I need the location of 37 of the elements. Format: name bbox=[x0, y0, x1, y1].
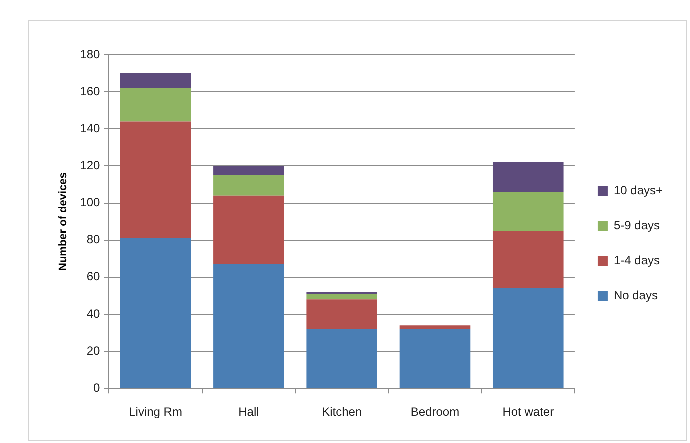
y-tick-label: 0 bbox=[94, 380, 101, 395]
bar bbox=[492, 288, 564, 388]
legend-label: No days bbox=[614, 288, 658, 302]
y-tick-label: 120 bbox=[80, 158, 101, 173]
bar bbox=[214, 175, 284, 196]
legend-label: 10 days+ bbox=[614, 183, 664, 198]
bar bbox=[120, 88, 192, 122]
x-tick-label: Bedroom bbox=[410, 405, 460, 420]
bar bbox=[120, 238, 192, 388]
legend-label: 1-4 days bbox=[614, 253, 660, 268]
y-axis-title: Number of devices bbox=[58, 172, 70, 272]
bar bbox=[400, 329, 471, 388]
y-tick-label: 180 bbox=[80, 47, 101, 62]
x-tick-label: Kitchen bbox=[322, 405, 362, 420]
y-tick-label: 60 bbox=[86, 270, 101, 284]
bar bbox=[214, 196, 284, 264]
x-tick-label: Hall bbox=[238, 405, 260, 420]
bar bbox=[306, 294, 378, 300]
bar bbox=[214, 166, 284, 176]
legend-label: 5-9 days bbox=[614, 218, 660, 232]
x-tick-label: Living Rm bbox=[129, 405, 182, 420]
y-tick-label: 80 bbox=[86, 232, 101, 247]
y-tick-label: 20 bbox=[86, 344, 101, 358]
bar bbox=[492, 162, 564, 192]
y-tick-label: 140 bbox=[80, 121, 101, 136]
bar bbox=[492, 192, 564, 232]
bar bbox=[120, 74, 192, 88]
bar bbox=[120, 122, 192, 238]
y-tick-label: 100 bbox=[80, 196, 101, 210]
bar bbox=[214, 264, 284, 388]
bar bbox=[400, 326, 471, 330]
y-tick-label: 40 bbox=[86, 306, 101, 321]
x-tick-label: Hot water bbox=[502, 405, 554, 420]
bar bbox=[306, 329, 378, 388]
y-tick-label: 160 bbox=[80, 84, 101, 98]
bar bbox=[492, 231, 564, 289]
bar bbox=[306, 300, 378, 330]
